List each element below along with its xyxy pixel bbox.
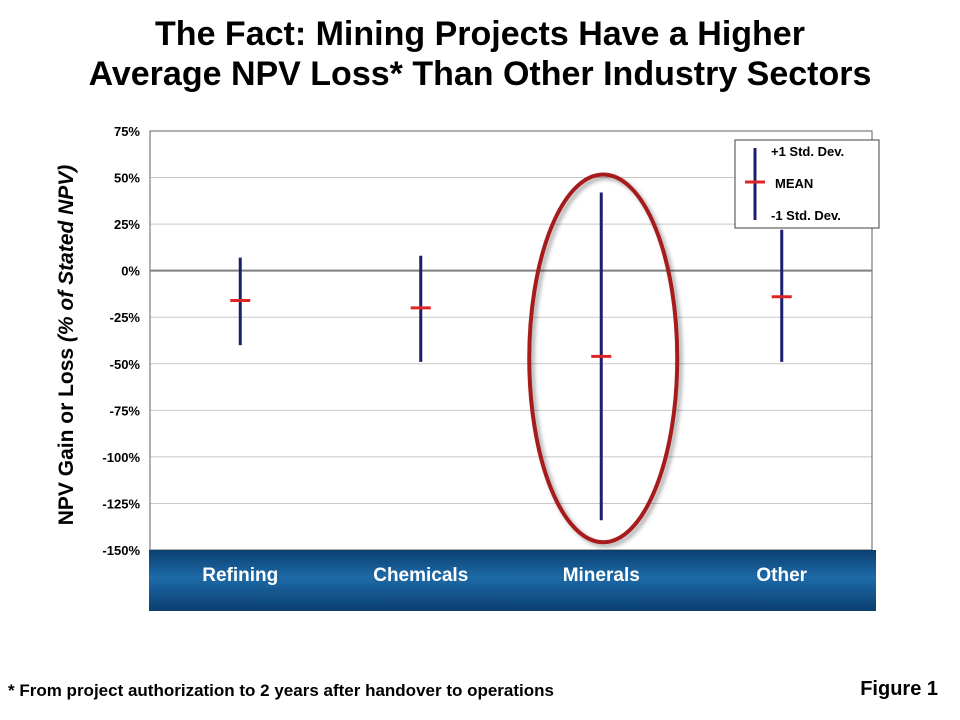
grid-lines: [150, 177, 872, 504]
category-label: Other: [756, 565, 807, 586]
figure-label: Figure 1: [860, 678, 938, 700]
category-label: Chemicals: [373, 565, 468, 586]
legend-upper-label: +1 Std. Dev.: [771, 144, 844, 159]
y-tick-label: -150%: [102, 543, 140, 558]
y-tick-labels: 75% 50% 25% 0% -25% -50% -75% -100% -125% -150%: [102, 124, 140, 558]
y-tick-label: 0%: [121, 264, 140, 279]
y-tick-label: 75%: [114, 124, 140, 139]
footnote: * From project authorization to 2 years …: [8, 681, 554, 700]
y-tick-label: -100%: [102, 450, 140, 465]
title-line-2: Average NPV Loss* Than Other Industry Se…: [88, 55, 872, 93]
y-tick-label: -25%: [110, 310, 141, 325]
legend: +1 Std. Dev. MEAN -1 Std. Dev.: [734, 139, 880, 229]
y-tick-label: -125%: [102, 496, 140, 511]
y-tick-label: -50%: [110, 357, 141, 372]
chart-title: The Fact: Mining Projects Have a Higher …: [0, 14, 960, 94]
legend-mean-label: MEAN: [775, 176, 813, 191]
category-band: [149, 550, 876, 611]
legend-box: [734, 139, 880, 229]
category-labels: Refining Chemicals Minerals Other: [202, 565, 807, 586]
y-tick-label: 25%: [114, 217, 140, 232]
minerals-highlight-ellipse: [527, 172, 680, 545]
error-bars: [230, 192, 792, 521]
y-axis-label: NPV Gain or Loss (% of Stated NPV): [55, 165, 78, 526]
category-label: Refining: [202, 565, 278, 586]
legend-lower-label: -1 Std. Dev.: [771, 208, 841, 223]
title-line-1: The Fact: Mining Projects Have a Higher: [155, 15, 805, 53]
y-tick-label: -75%: [110, 403, 141, 418]
y-tick-label: 50%: [114, 171, 140, 186]
category-label: Minerals: [563, 565, 640, 586]
